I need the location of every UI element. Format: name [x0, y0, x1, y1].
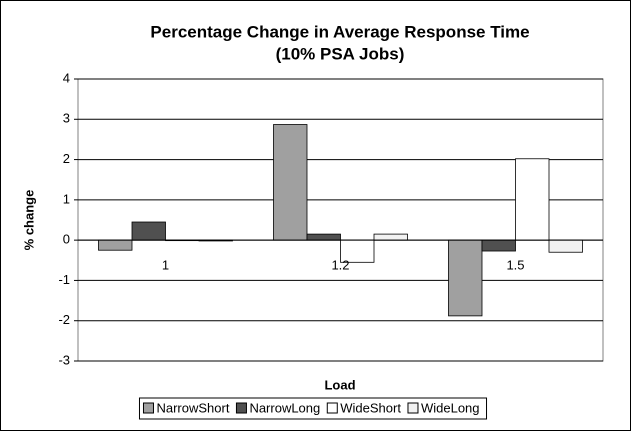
bar: [98, 239, 133, 251]
bar: [273, 124, 308, 241]
legend-label: WideShort: [340, 400, 401, 415]
x-tick-label: 1: [162, 258, 169, 273]
legend-label: NarrowShort: [156, 400, 229, 415]
chart-title: Percentage Change in Average Response Ti…: [150, 22, 529, 41]
bar: [306, 233, 341, 241]
legend-box: [138, 397, 488, 420]
y-axis-title: % change: [21, 190, 36, 251]
y-tick-label: 1: [63, 191, 70, 206]
bar: [515, 158, 550, 241]
y-tick-label: 0: [63, 232, 70, 247]
y-tick-label: -3: [58, 352, 70, 367]
y-tick-label: -1: [58, 272, 70, 287]
bar: [548, 239, 583, 253]
bar: [448, 239, 483, 317]
x-tick-label: 1.2: [331, 258, 349, 273]
bar: [481, 239, 516, 252]
x-tick-label: 1.5: [506, 258, 524, 273]
y-tick-label: -2: [58, 312, 70, 327]
bar: [373, 233, 408, 241]
legend-swatch: [142, 402, 154, 414]
y-tick-label: 2: [63, 151, 70, 166]
legend-label: NarrowLong: [249, 400, 320, 415]
bar: [131, 221, 166, 241]
legend-swatch: [235, 402, 247, 414]
y-tick-label: 3: [63, 111, 70, 126]
x-axis-title: Load: [324, 377, 355, 392]
legend-swatch: [326, 402, 338, 414]
legend-label: WideLong: [421, 400, 480, 415]
chart-subtitle: (10% PSA Jobs): [276, 44, 405, 63]
y-tick-label: 4: [63, 70, 70, 85]
legend-swatch: [407, 402, 419, 414]
